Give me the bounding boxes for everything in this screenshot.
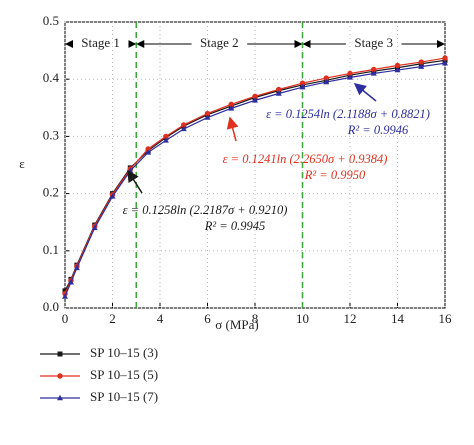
marker (371, 66, 377, 73)
marker (347, 74, 353, 80)
annotation-r2: R² = 0.9946 (347, 123, 409, 137)
stage-label: Stage 1 (81, 35, 120, 50)
marker (228, 105, 235, 111)
x-tick-label: 14 (391, 311, 405, 326)
marker (347, 70, 353, 77)
legend-label: SP 10–15 (7) (90, 389, 158, 404)
stage-label: Stage 2 (200, 35, 239, 50)
legend-label: SP 10–15 (3) (90, 345, 158, 360)
annotation-arrow (226, 116, 239, 142)
marker (204, 114, 211, 120)
marker (323, 78, 330, 85)
annotation-equation: ε = 0.1258ln (2.2187σ + 0.9210) (123, 203, 288, 217)
x-tick-label: 0 (62, 311, 69, 326)
x-tick-label: 12 (344, 311, 357, 326)
annotation-equation: ε = 0.1254ln (2.1188σ + 0.8821) (266, 107, 430, 121)
marker (204, 110, 211, 117)
series-line (64, 62, 446, 297)
marker (180, 125, 187, 132)
marker (418, 63, 425, 69)
marker (442, 55, 448, 61)
x-tick-label: 10 (296, 311, 309, 326)
marker (394, 66, 401, 73)
y-tick-label: 0.3 (43, 127, 59, 142)
annotation-r2: R² = 0.9950 (304, 168, 366, 182)
annotation-r2: R² = 0.9945 (204, 219, 265, 233)
marker (252, 97, 258, 103)
marker (276, 86, 282, 93)
marker (228, 101, 234, 108)
marker (62, 293, 68, 299)
marker (145, 146, 151, 152)
legend-marker (57, 394, 63, 401)
marker (91, 224, 98, 231)
y-tick-label: 0.2 (43, 185, 59, 200)
marker (442, 59, 448, 66)
y-tick-label: 0.4 (43, 70, 60, 85)
marker (145, 149, 152, 155)
legend-label: SP 10–15 (5) (90, 367, 158, 382)
marker (109, 193, 116, 199)
marker (370, 70, 377, 76)
y-tick-label: 0.1 (43, 242, 59, 257)
x-tick-label: 2 (109, 311, 116, 326)
x-axis-label: σ (MPa) (215, 317, 258, 332)
marker (67, 279, 74, 285)
marker (163, 133, 169, 140)
y-tick-label: 0.5 (43, 13, 59, 28)
x-tick-label: 8 (252, 311, 259, 326)
annotation-arrow (353, 83, 377, 102)
marker (73, 264, 80, 271)
annotation-equation: ε = 0.1241ln (2.2650σ + 0.9384) (223, 152, 388, 166)
series-line (64, 57, 446, 294)
legend-marker (57, 351, 63, 357)
marker (299, 80, 306, 86)
marker (181, 122, 187, 128)
x-tick-label: 6 (204, 311, 211, 326)
marker (323, 75, 329, 81)
y-axis-label: ε (19, 156, 25, 171)
y-tick-label: 0.0 (43, 299, 59, 314)
marker (62, 288, 68, 294)
marker (394, 62, 401, 69)
marker (162, 137, 169, 143)
annotation-arrow (127, 169, 143, 194)
marker (418, 59, 424, 65)
stage-label: Stage 3 (354, 35, 393, 50)
legend-marker (57, 373, 63, 379)
marker (275, 90, 282, 96)
x-tick-label: 16 (439, 311, 453, 326)
marker (252, 93, 258, 100)
x-tick-label: 4 (157, 311, 164, 326)
marker (299, 84, 306, 90)
